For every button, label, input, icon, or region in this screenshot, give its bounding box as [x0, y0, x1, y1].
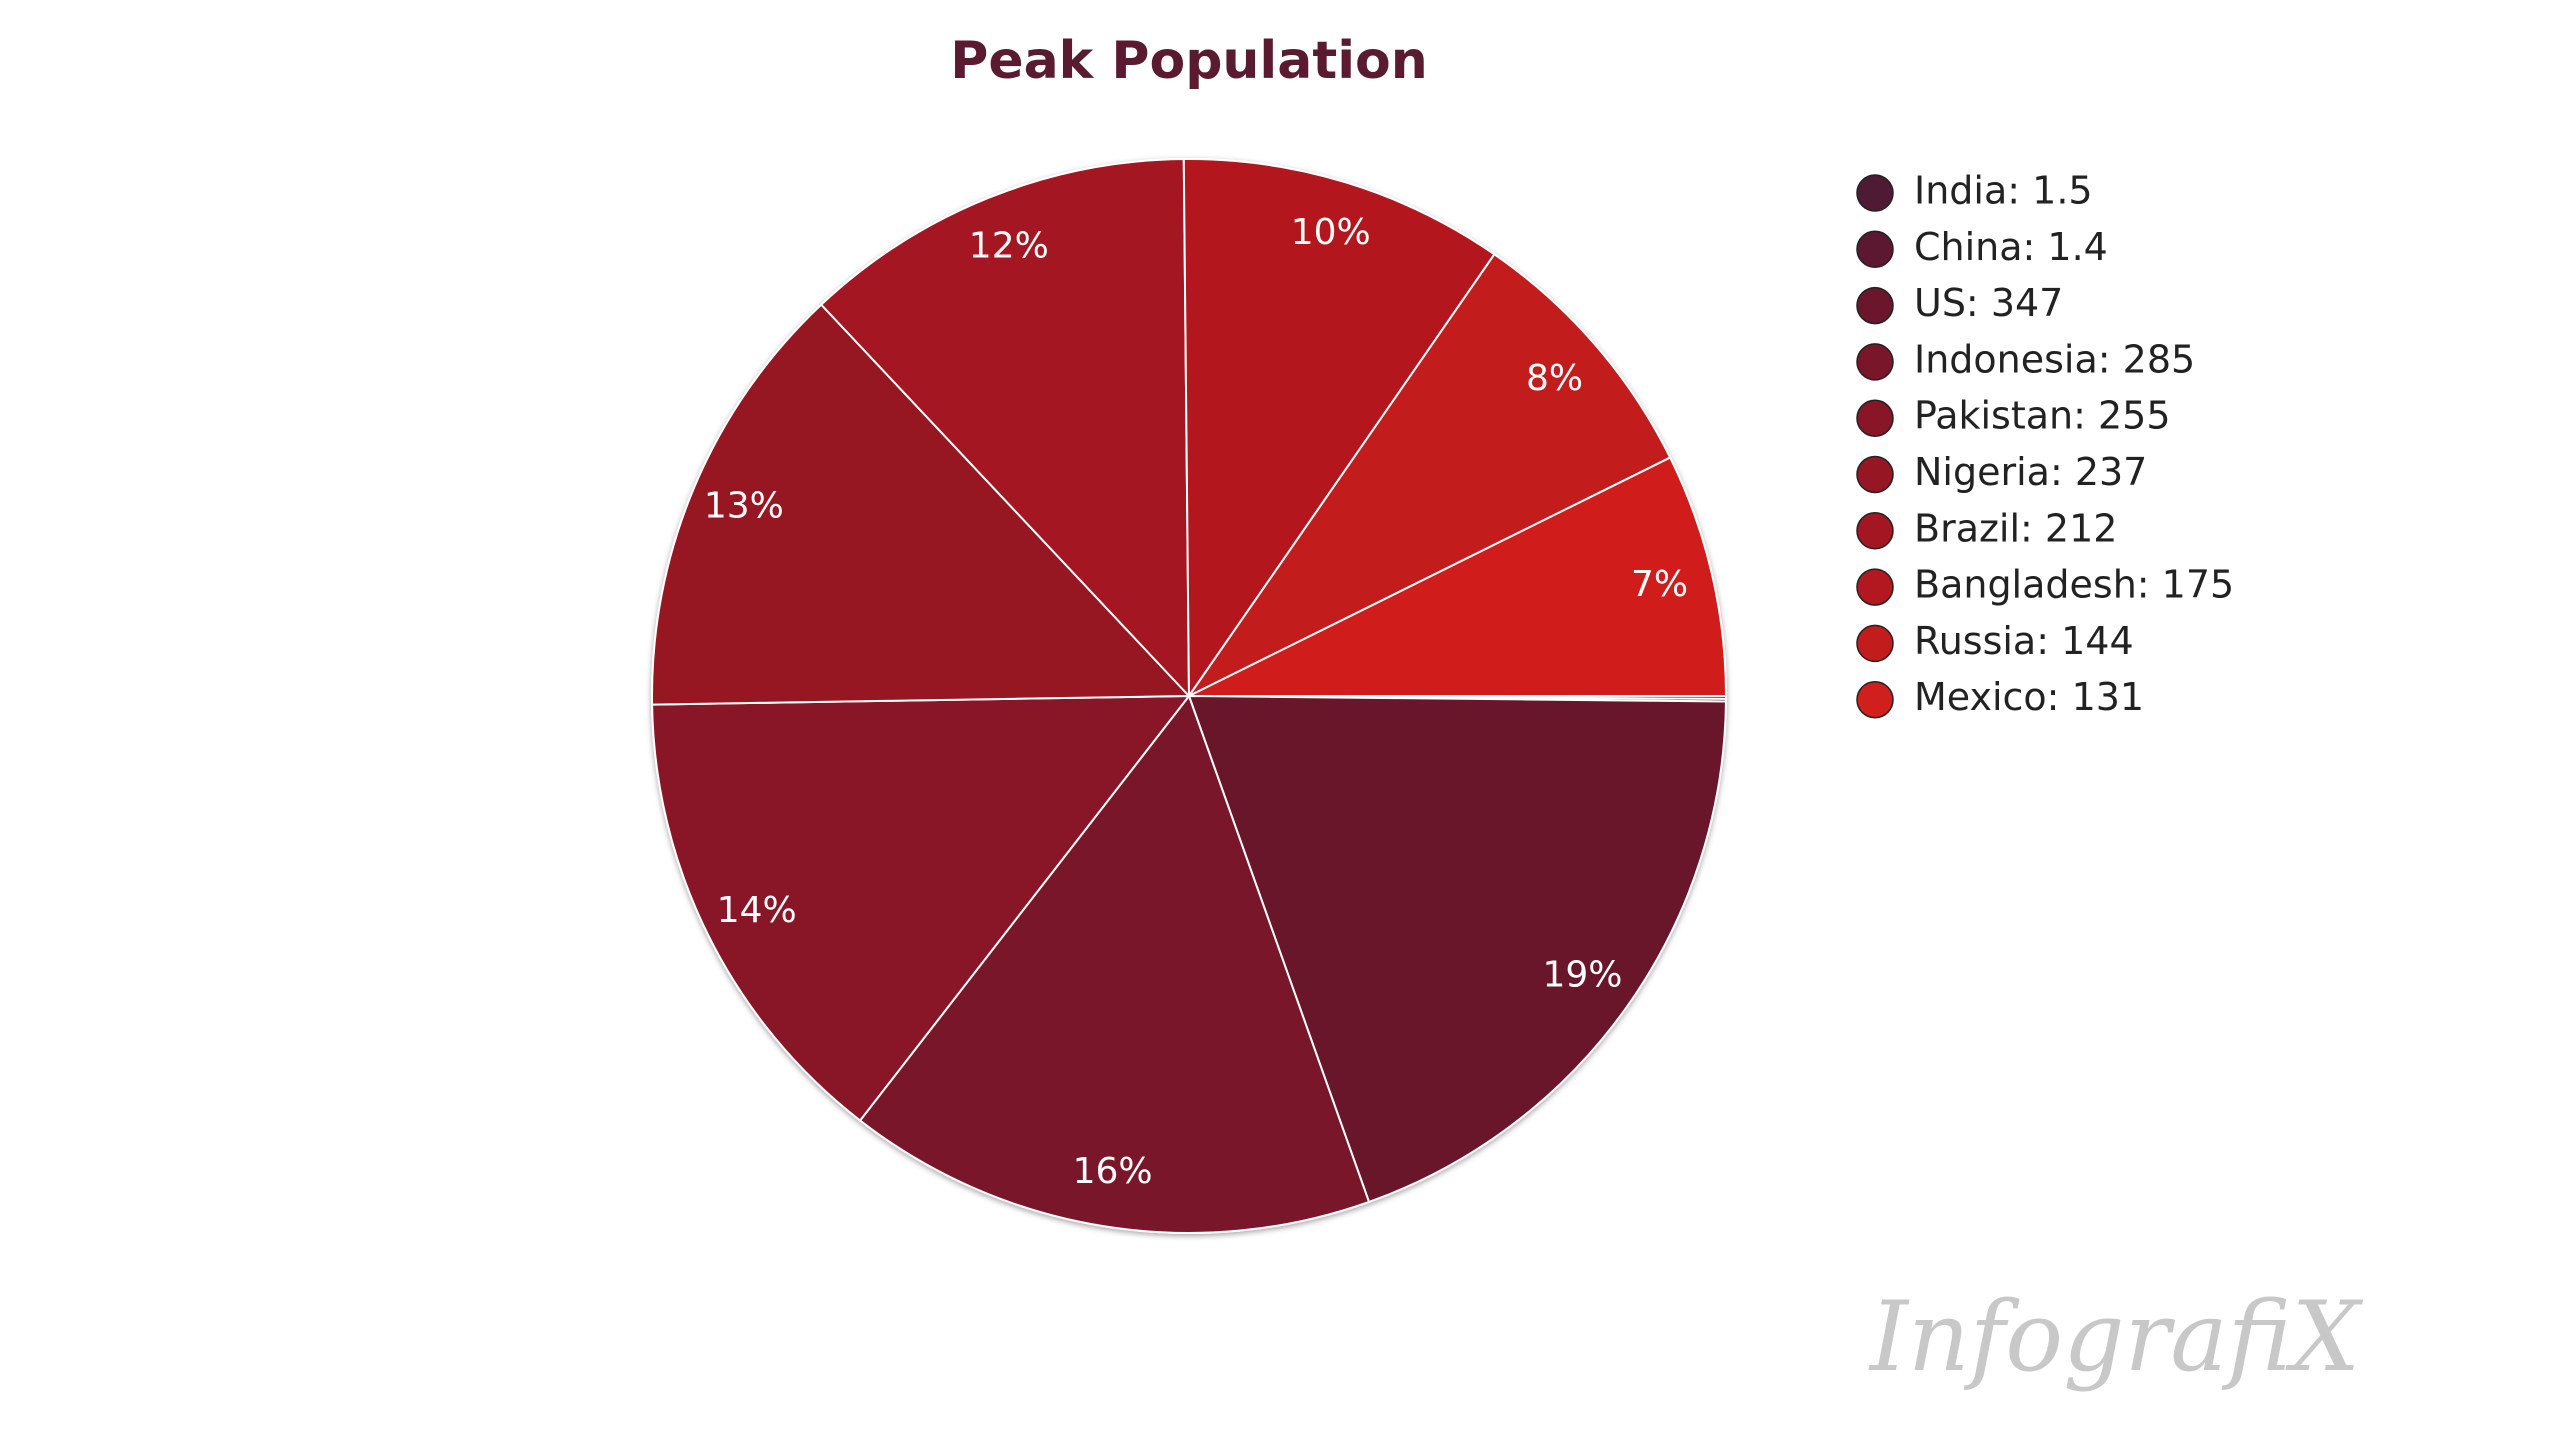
slice-label: 8%	[1526, 358, 1583, 399]
slice-label: 12%	[969, 226, 1049, 267]
legend-swatch	[1856, 399, 1894, 437]
pie-slice	[651, 303, 1192, 706]
legend-label: China: 1.4	[1914, 225, 2108, 269]
legend-swatch	[1856, 174, 1894, 212]
pie-slice	[858, 693, 1371, 1234]
legend-label: India: 1.5	[1914, 169, 2093, 213]
legend-swatch	[1856, 286, 1894, 325]
slice-label: 10%	[1291, 212, 1371, 253]
legend-label: Pakistan: 255	[1914, 394, 2171, 438]
legend-swatch	[1856, 568, 1894, 606]
legend-label: Russia: 144	[1914, 619, 2134, 663]
pie-slice	[1188, 456, 1728, 697]
pie	[651, 158, 1728, 1234]
slice-label: 19%	[1542, 955, 1622, 996]
slice-label: 16%	[1073, 1151, 1153, 1192]
legend-swatch	[1856, 624, 1894, 663]
legend-label: Bangladesh: 175	[1914, 563, 2234, 607]
legend-swatch	[1856, 455, 1894, 494]
chart-title: Peak Population	[950, 31, 1428, 91]
pie-slice	[819, 158, 1191, 699]
watermark: InfografiX	[1868, 1281, 2364, 1393]
legend-swatch	[1856, 512, 1894, 550]
legend-label: US: 347	[1914, 281, 2063, 325]
legend-swatch	[1856, 230, 1894, 269]
legend-label: Mexico: 131	[1914, 675, 2144, 719]
legend: India: 1.5 China: 1.4 US: 347 Indonesia: 28…	[1856, 169, 2234, 719]
legend-swatch	[1856, 680, 1894, 719]
slice-label: 13%	[704, 486, 784, 527]
legend-label: Brazil: 212	[1914, 506, 2117, 550]
legend-swatch	[1856, 343, 1894, 381]
slice-label: 7%	[1631, 564, 1688, 605]
pie-slice	[651, 694, 1192, 1122]
pie-slice	[1182, 158, 1496, 700]
slice-labels: 19% 16% 14% 13% 12% 10% 8% 7%	[704, 212, 1688, 1192]
legend-label: Indonesia: 285	[1914, 337, 2195, 381]
pie-slice	[1187, 694, 1727, 1204]
pie-slice	[1185, 252, 1672, 699]
slice-label: 14%	[717, 890, 797, 931]
legend-label: Nigeria: 237	[1914, 450, 2147, 494]
